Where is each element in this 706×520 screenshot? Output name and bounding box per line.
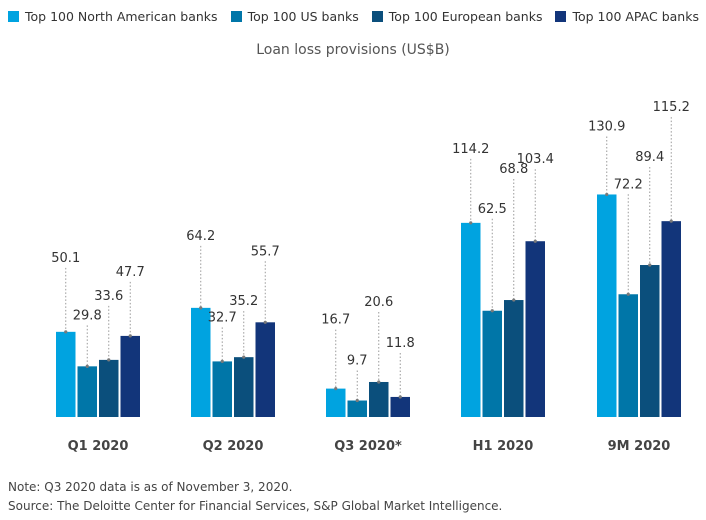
- x-tick-label: Q1 2020: [68, 439, 129, 454]
- legend-swatch: [371, 10, 383, 22]
- value-marker: [263, 320, 267, 324]
- data-label: 16.7: [321, 313, 350, 328]
- data-label: 35.2: [229, 294, 258, 309]
- value-marker: [64, 330, 68, 334]
- bar: [234, 357, 254, 417]
- legend-item: Top 100 North American banks: [8, 9, 218, 24]
- bar: [640, 265, 660, 417]
- legend-item: Top 100 European banks: [371, 8, 543, 24]
- data-label: 130.9: [588, 119, 625, 134]
- bar: [326, 388, 346, 417]
- data-label: 68.8: [499, 162, 528, 177]
- value-marker: [377, 380, 381, 384]
- data-label: 50.1: [51, 251, 80, 266]
- value-marker: [199, 306, 203, 310]
- bar: [618, 294, 638, 417]
- bar: [661, 221, 681, 417]
- value-marker: [469, 221, 473, 225]
- value-marker: [398, 395, 402, 399]
- source-note: Source: The Deloitte Center for Financia…: [8, 499, 503, 513]
- bar: [212, 361, 232, 417]
- data-label: 11.8: [386, 336, 415, 351]
- chart-title: Loan loss provisions (US$B): [256, 42, 450, 58]
- data-label: 9.7: [347, 354, 368, 369]
- data-label: 33.6: [94, 289, 123, 304]
- value-marker: [669, 219, 673, 223]
- bar: [347, 400, 367, 417]
- value-marker: [626, 292, 630, 296]
- data-label: 114.2: [452, 142, 489, 157]
- value-marker: [107, 358, 111, 362]
- data-label: 55.7: [251, 244, 280, 259]
- data-label: 62.5: [478, 202, 507, 217]
- bar: [369, 381, 389, 417]
- bar: [99, 359, 119, 417]
- bar: [482, 310, 502, 417]
- data-label: 29.8: [73, 308, 102, 323]
- value-marker: [355, 398, 359, 403]
- value-marker: [220, 359, 224, 364]
- bar: [390, 396, 410, 417]
- bar: [191, 307, 211, 417]
- legend-item: Top 100 US banks: [230, 8, 359, 24]
- chart-legend: Top 100 North American banks Top 100 US b…: [8, 6, 706, 26]
- bar: [255, 322, 275, 417]
- bar: [77, 366, 97, 417]
- data-label: 115.2: [653, 100, 690, 115]
- bar: [120, 335, 140, 417]
- value-marker: [648, 263, 652, 267]
- bar: [525, 241, 545, 417]
- footnote: Note: Q3 2020 data is as of November 3, …: [8, 480, 293, 494]
- value-marker: [128, 334, 132, 338]
- legend-swatch: [8, 10, 19, 22]
- data-label: 64.2: [186, 229, 215, 244]
- legend-label: Top 100 APAC banks: [572, 8, 699, 24]
- value-marker: [605, 192, 609, 197]
- value-marker: [334, 387, 338, 391]
- legend-label: Top 100 European banks: [388, 8, 543, 24]
- x-tick-label: Q3 2020*: [334, 439, 402, 454]
- value-marker: [490, 309, 494, 313]
- legend-swatch: [230, 10, 242, 22]
- value-marker: [85, 364, 89, 368]
- bar: [597, 194, 617, 417]
- legend-item: Top 100 APAC banks: [555, 9, 699, 24]
- legend-label: Top 100 US banks: [247, 8, 359, 24]
- bar: [504, 300, 524, 417]
- value-marker: [242, 355, 246, 359]
- data-label: 103.4: [517, 152, 554, 167]
- legend-swatch: [555, 10, 567, 22]
- value-marker: [512, 298, 516, 302]
- legend-label: Top 100 North American banks: [25, 8, 218, 24]
- bar: [461, 222, 481, 417]
- data-label: 20.6: [364, 295, 393, 310]
- data-label: 89.4: [635, 150, 664, 165]
- x-tick-label: H1 2020: [473, 439, 534, 454]
- value-marker: [533, 239, 537, 243]
- data-label: 72.2: [614, 177, 643, 192]
- data-label: 32.7: [208, 310, 237, 325]
- data-label: 47.7: [116, 265, 145, 280]
- x-tick-label: Q2 2020: [203, 439, 264, 454]
- x-tick-label: 9M 2020: [608, 439, 671, 454]
- chart-plot: 50.1 29.8 33.6 47.7 Q1 2020 64.2 32.735.2 55.7 Q…: [51, 100, 690, 454]
- bar: [56, 331, 76, 417]
